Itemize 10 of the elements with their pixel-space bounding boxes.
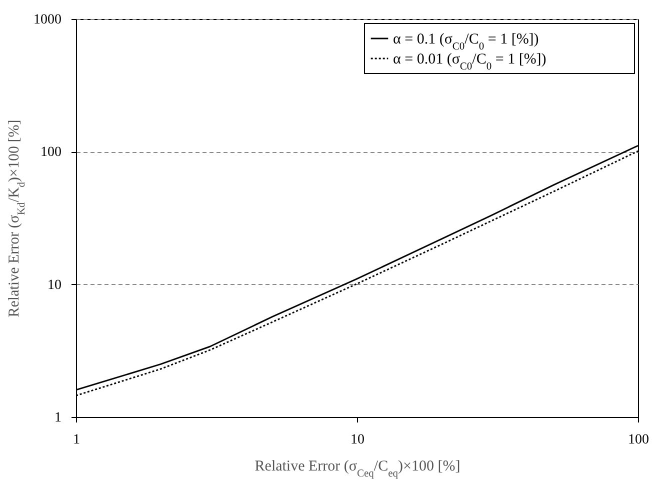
y-tick-label: 1 [54, 410, 62, 426]
x-axis-title: Relative Error (σ$_{Ceq}$/C$_{eq}$)×100 [%] [254, 458, 460, 479]
y-tick-label: 10 [48, 278, 62, 293]
y-tick-label: 1000 [34, 12, 62, 28]
legend-label: α = 0.01 (σ$_{C0}$/C$_{0}$ = 1 [%]) [393, 52, 546, 72]
legend-label: α = 0.1 (σ$_{C0}$/C$_{0}$ = 1 [%]) [393, 32, 539, 52]
y-tick-label: 100 [40, 145, 62, 160]
x-tick-label: 1 [73, 432, 80, 448]
x-tick-label: 100 [628, 432, 649, 448]
x-tick-label: 10 [350, 432, 364, 448]
